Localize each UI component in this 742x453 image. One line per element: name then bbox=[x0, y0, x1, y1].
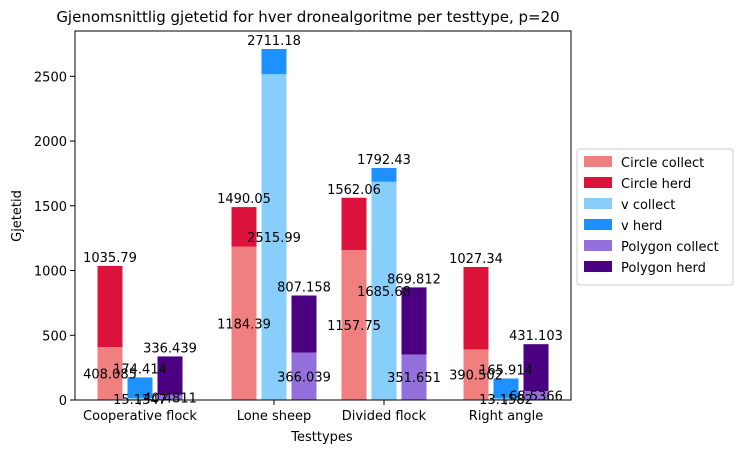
y-tick-label: 500 bbox=[42, 329, 67, 344]
y-axis: 0 500 1000 1500 2000 2500 bbox=[34, 70, 75, 409]
y-tick-label: 0 bbox=[59, 394, 67, 409]
bar-v-collect bbox=[261, 74, 287, 400]
bar-polygon-herd bbox=[523, 344, 549, 392]
bar-circle-herd bbox=[231, 207, 257, 247]
bar-polygon-herd bbox=[291, 295, 317, 353]
x-tick-label: Cooperative flock bbox=[83, 409, 197, 424]
legend-swatch bbox=[584, 219, 612, 230]
y-axis-label: Gjetetid bbox=[10, 190, 25, 242]
legend-swatch bbox=[584, 240, 612, 251]
bar-circle-herd bbox=[341, 197, 367, 251]
data-label-collect: 68.5366 bbox=[509, 390, 563, 405]
legend-label: v herd bbox=[621, 219, 662, 234]
data-label-herd: 174.414 bbox=[113, 362, 167, 377]
data-label-herd: 1562.06 bbox=[327, 183, 381, 198]
bar-v-herd bbox=[493, 378, 519, 399]
bar-circle-herd bbox=[97, 265, 123, 348]
legend-swatch bbox=[584, 156, 612, 167]
data-label-collect: 408.085 bbox=[83, 368, 137, 383]
bar-circle-collect bbox=[341, 250, 367, 400]
chart-title: Gjenomsnittlig gjetetid for hver droneal… bbox=[56, 8, 559, 26]
data-label-collect: 2515.99 bbox=[247, 231, 301, 246]
plot-area: 1035.79 408.085 1490.05 1184.39 1562.06 1157.… bbox=[74, 30, 572, 408]
x-tick-label: Divided flock bbox=[342, 409, 427, 424]
bar-circle-collect bbox=[463, 349, 489, 400]
bar-v-herd bbox=[371, 167, 397, 182]
legend-swatch bbox=[584, 261, 612, 272]
legend-label: Circle herd bbox=[621, 177, 691, 192]
x-tick-label: Lone sheep bbox=[237, 409, 312, 424]
y-tick-label: 2500 bbox=[34, 70, 67, 85]
bar-circle-collect bbox=[97, 347, 123, 400]
legend-label: Polygon herd bbox=[621, 261, 706, 276]
data-label-collect: 1157.75 bbox=[327, 319, 381, 334]
legend-swatch bbox=[584, 198, 612, 209]
data-label-herd: 336.439 bbox=[143, 341, 197, 356]
legend-label: Circle collect bbox=[621, 156, 704, 171]
data-label-herd: 1035.79 bbox=[83, 251, 137, 266]
y-tick-label: 2000 bbox=[34, 135, 67, 150]
data-label-collect: 1184.39 bbox=[217, 317, 271, 332]
x-tick-label: Right angle bbox=[469, 409, 543, 424]
bar-polygon-herd bbox=[401, 287, 427, 355]
data-label-herd: 869.812 bbox=[387, 272, 441, 287]
bar-polygon-collect bbox=[523, 391, 549, 400]
y-tick-label: 1500 bbox=[34, 200, 67, 215]
data-label-collect: 40.4811 bbox=[143, 391, 197, 406]
data-label-herd: 165.914 bbox=[479, 364, 533, 379]
plot-frame bbox=[74, 30, 572, 401]
bar-polygon-collect bbox=[401, 354, 427, 400]
bar-v-herd bbox=[127, 377, 153, 399]
data-label-collect: 1685.68 bbox=[357, 285, 411, 300]
data-label-collect: 390.502 bbox=[449, 369, 503, 384]
data-label-herd: 431.103 bbox=[509, 329, 563, 344]
bar-polygon-collect bbox=[157, 394, 183, 400]
bar-polygon-collect bbox=[291, 352, 317, 400]
bar-v-collect bbox=[493, 398, 519, 400]
data-label-herd: 807.158 bbox=[277, 280, 331, 295]
x-axis-label: Testtypes bbox=[290, 430, 353, 445]
bar-v-collect bbox=[371, 181, 397, 400]
data-label-herd: 1792.43 bbox=[357, 153, 411, 168]
data-label-herd: 1490.05 bbox=[217, 192, 271, 207]
bar-polygon-herd bbox=[157, 356, 183, 395]
bar-v-collect bbox=[127, 398, 153, 400]
bar-circle-collect bbox=[231, 246, 257, 400]
legend-box bbox=[576, 148, 734, 286]
y-tick-label: 1000 bbox=[34, 265, 67, 280]
data-label-collect: 366.039 bbox=[277, 370, 331, 385]
data-label-collect: 351.651 bbox=[387, 371, 441, 386]
bar-circle-herd bbox=[463, 266, 489, 350]
bar-v-herd bbox=[261, 48, 287, 75]
legend-label: v collect bbox=[621, 198, 675, 213]
data-label-herd: 2711.18 bbox=[247, 34, 301, 49]
legend: Circle collect Circle herd v collect v herd… bbox=[576, 148, 734, 286]
legend-label: Polygon collect bbox=[621, 240, 719, 255]
legend-swatch bbox=[584, 177, 612, 188]
x-axis: Cooperative flock Lone sheep Divided flock… bbox=[83, 400, 543, 424]
data-label-herd: 1027.34 bbox=[449, 252, 503, 267]
